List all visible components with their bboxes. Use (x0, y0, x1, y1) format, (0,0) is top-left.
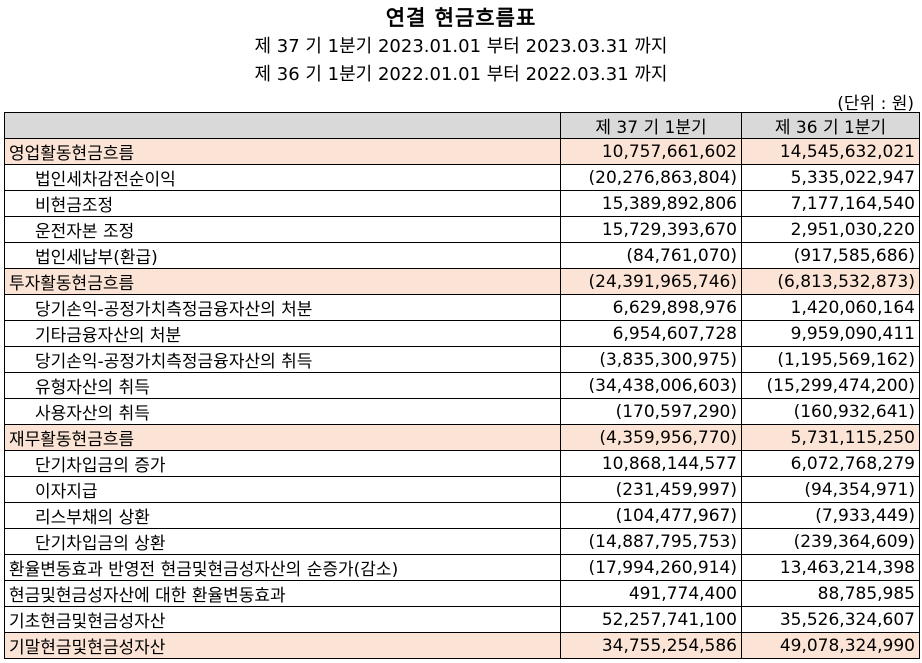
row-label: 사용자산의 취득 (4, 398, 561, 425)
row-current-value: (231,459,997) (560, 476, 742, 503)
table-row: 당기손익-공정가치측정금융자산의 취득 (3,835,300,975) (1,195… (4, 346, 920, 373)
row-prior-value: 7,177,164,540 (741, 190, 920, 217)
table-row: 현금및현금성자산에 대한 환율변동효과 491,774,400 88,785,985 (4, 580, 920, 607)
row-label: 리스부채의 상환 (4, 502, 561, 529)
row-label: 기타금융자산의 처분 (4, 320, 561, 347)
row-current-value: (24,391,965,746) (560, 268, 742, 295)
row-label: 현금및현금성자산에 대한 환율변동효과 (4, 580, 561, 607)
row-current-value: 491,774,400 (560, 580, 742, 607)
row-current-value: 6,954,607,728 (560, 320, 742, 347)
row-prior-value: 14,545,632,021 (741, 138, 920, 165)
table-row: 법인세납부(환급) (84,761,070) (917,585,686) (4, 242, 920, 269)
row-prior-value: (7,933,449) (741, 502, 920, 529)
period-prior: 제 36 기 1분기 2022.01.01 부터 2022.03.31 까지 (254, 64, 668, 85)
row-label: 환율변동효과 반영전 현금및현금성자산의 순증가(감소) (4, 554, 561, 581)
row-current-value: 34,755,254,586 (560, 632, 742, 659)
row-label: 기초현금및현금성자산 (4, 606, 561, 633)
row-label: 단기차입금의 증가 (4, 450, 561, 477)
header-label (4, 112, 561, 139)
table-row: 투자활동현금흐름 (24,391,965,746) (6,813,532,873) (4, 268, 920, 295)
table-row: 유형자산의 취득 (34,438,006,603) (15,299,474,200) (4, 372, 920, 399)
row-prior-value: 5,731,115,250 (741, 424, 920, 451)
unit-label: (단위 : 원) (837, 94, 914, 114)
table-row: 단기차입금의 증가 10,868,144,577 6,072,768,279 (4, 450, 920, 477)
row-current-value: 10,868,144,577 (560, 450, 742, 477)
row-current-value: (4,359,956,770) (560, 424, 742, 451)
header-current: 제 37 기 1분기 (560, 112, 742, 139)
table-row: 사용자산의 취득 (170,597,290) (160,932,641) (4, 398, 920, 425)
row-label: 당기손익-공정가치측정금융자산의 취득 (4, 346, 561, 373)
row-prior-value: 49,078,324,990 (741, 632, 920, 659)
table-body: 영업활동현금흐름 10,757,661,602 14,545,632,021 법인세차… (4, 138, 920, 659)
row-prior-value: 1,420,060,164 (741, 294, 920, 321)
row-prior-value: (15,299,474,200) (741, 372, 920, 399)
table-row: 당기손익-공정가치측정금융자산의 처분 6,629,898,976 1,420,06… (4, 294, 920, 321)
table-row: 영업활동현금흐름 10,757,661,602 14,545,632,021 (4, 138, 920, 165)
row-label: 운전자본 조정 (4, 216, 561, 243)
row-current-value: 15,389,892,806 (560, 190, 742, 217)
row-label: 단기차입금의 상환 (4, 528, 561, 555)
row-label: 법인세차감전순이익 (4, 164, 561, 191)
table-row: 기타금융자산의 처분 6,954,607,728 9,959,090,411 (4, 320, 920, 347)
table-row: 이자지급 (231,459,997) (94,354,971) (4, 476, 920, 503)
row-label: 법인세납부(환급) (4, 242, 561, 269)
row-prior-value: 13,463,214,398 (741, 554, 920, 581)
table-row: 기말현금및현금성자산 34,755,254,586 49,078,324,990 (4, 632, 920, 659)
row-current-value: (14,887,795,753) (560, 528, 742, 555)
header-row: 제 37 기 1분기 제 36 기 1분기 (4, 112, 920, 139)
table-row: 운전자본 조정 15,729,393,670 2,951,030,220 (4, 216, 920, 243)
table-row: 비현금조정 15,389,892,806 7,177,164,540 (4, 190, 920, 217)
table-row: 법인세차감전순이익 (20,276,863,804) 5,335,022,947 (4, 164, 920, 191)
row-current-value: (17,994,260,914) (560, 554, 742, 581)
row-current-value: 15,729,393,670 (560, 216, 742, 243)
row-prior-value: (160,932,641) (741, 398, 920, 425)
table-row: 기초현금및현금성자산 52,257,741,100 35,526,324,607 (4, 606, 920, 633)
row-prior-value: (94,354,971) (741, 476, 920, 503)
row-prior-value: 35,526,324,607 (741, 606, 920, 633)
row-current-value: (170,597,290) (560, 398, 742, 425)
row-label: 당기손익-공정가치측정금융자산의 처분 (4, 294, 561, 321)
table-row: 재무활동현금흐름 (4,359,956,770) 5,731,115,250 (4, 424, 920, 451)
row-prior-value: (917,585,686) (741, 242, 920, 269)
row-label: 기말현금및현금성자산 (4, 632, 561, 659)
row-prior-value: (1,195,569,162) (741, 346, 920, 373)
row-current-value: 52,257,741,100 (560, 606, 742, 633)
row-current-value: (20,276,863,804) (560, 164, 742, 191)
row-label: 이자지급 (4, 476, 561, 503)
row-prior-value: (6,813,532,873) (741, 268, 920, 295)
period-current: 제 37 기 1분기 2023.01.01 부터 2023.03.31 까지 (254, 36, 668, 57)
row-prior-value: 5,335,022,947 (741, 164, 920, 191)
row-current-value: 6,629,898,976 (560, 294, 742, 321)
row-label: 유형자산의 취득 (4, 372, 561, 399)
row-prior-value: 2,951,030,220 (741, 216, 920, 243)
row-current-value: (3,835,300,975) (560, 346, 742, 373)
table-row: 단기차입금의 상환 (14,887,795,753) (239,364,609) (4, 528, 920, 555)
cash-flow-table: 제 37 기 1분기 제 36 기 1분기 영업활동현금흐름 10,757,661… (4, 112, 920, 659)
row-current-value: (104,477,967) (560, 502, 742, 529)
row-prior-value: 9,959,090,411 (741, 320, 920, 347)
table-row: 리스부채의 상환 (104,477,967) (7,933,449) (4, 502, 920, 529)
row-current-value: 10,757,661,602 (560, 138, 742, 165)
row-label: 투자활동현금흐름 (4, 268, 561, 295)
row-current-value: (84,761,070) (560, 242, 742, 269)
header-prior: 제 36 기 1분기 (741, 112, 920, 139)
row-prior-value: (239,364,609) (741, 528, 920, 555)
row-label: 영업활동현금흐름 (4, 138, 561, 165)
table-row: 환율변동효과 반영전 현금및현금성자산의 순증가(감소) (17,994,260,… (4, 554, 920, 581)
statement-title: 연결 현금흐름표 (385, 6, 537, 30)
row-current-value: (34,438,006,603) (560, 372, 742, 399)
row-prior-value: 88,785,985 (741, 580, 920, 607)
row-label: 재무활동현금흐름 (4, 424, 561, 451)
row-label: 비현금조정 (4, 190, 561, 217)
row-prior-value: 6,072,768,279 (741, 450, 920, 477)
